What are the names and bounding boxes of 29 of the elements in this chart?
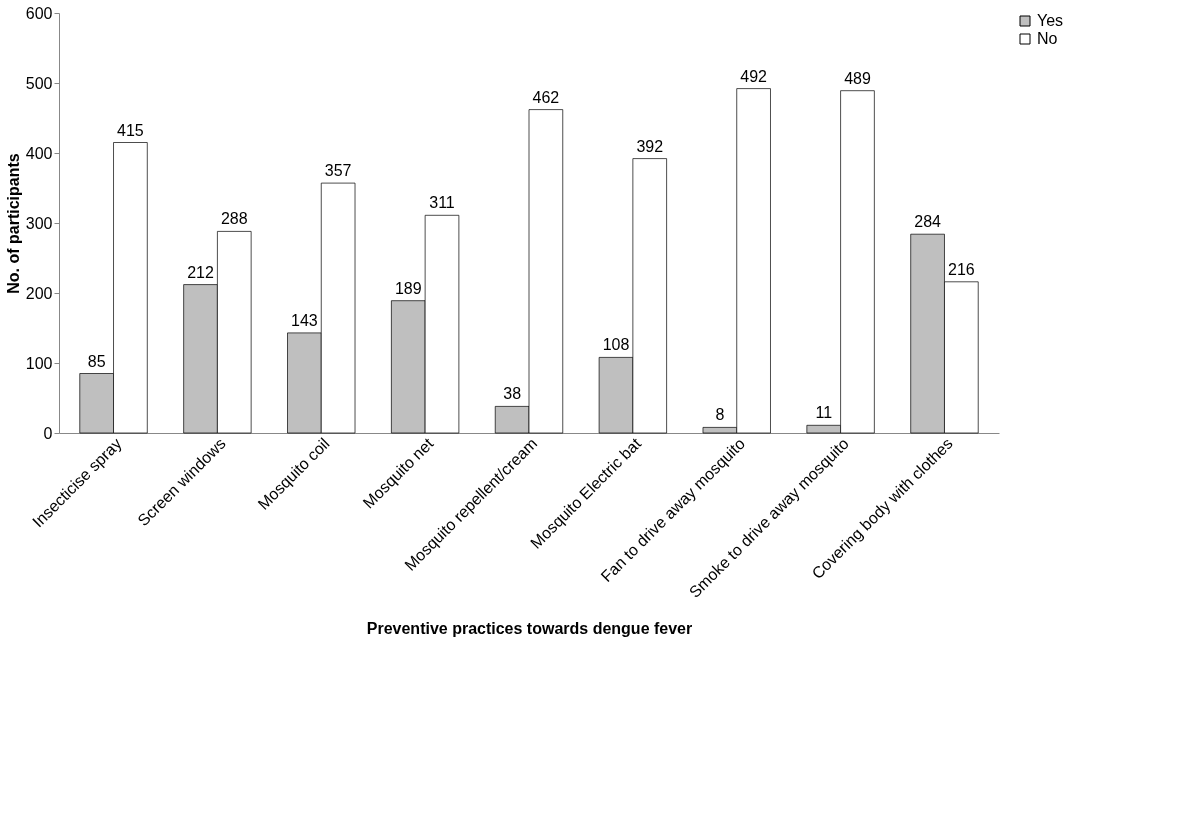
data-label: 189	[394, 279, 422, 297]
data-label: 85	[87, 352, 106, 370]
data-label: 38	[503, 385, 522, 403]
legend-label: Yes	[1037, 12, 1064, 29]
y-axis-title: No. of participants	[4, 153, 22, 294]
y-tick-label: 300	[25, 214, 53, 232]
data-label: 216	[948, 260, 975, 278]
data-label: 492	[740, 67, 768, 85]
data-label: 489	[844, 69, 871, 87]
data-label: 357	[324, 162, 352, 180]
data-label: 392	[636, 137, 664, 155]
data-label: 212	[187, 263, 214, 281]
data-label: 462	[532, 88, 560, 106]
data-label: 311	[429, 194, 455, 212]
data-label: 415	[117, 121, 144, 139]
x-axis-title: Preventive practices towards dengue fever	[366, 619, 693, 637]
y-tick-label: 400	[25, 144, 53, 162]
y-tick-label: 200	[25, 284, 53, 302]
data-label: 108	[602, 336, 630, 354]
y-tick-label: 600	[25, 4, 53, 22]
data-label: 288	[220, 210, 248, 228]
data-label: 8	[715, 406, 725, 424]
legend-label: No	[1037, 30, 1058, 47]
data-label: 11	[815, 404, 833, 422]
data-label: 284	[914, 213, 942, 231]
y-tick-label: 500	[25, 74, 53, 92]
y-tick-label: 100	[25, 354, 53, 372]
y-tick-label: 0	[43, 424, 53, 442]
data-label: 143	[291, 311, 318, 329]
